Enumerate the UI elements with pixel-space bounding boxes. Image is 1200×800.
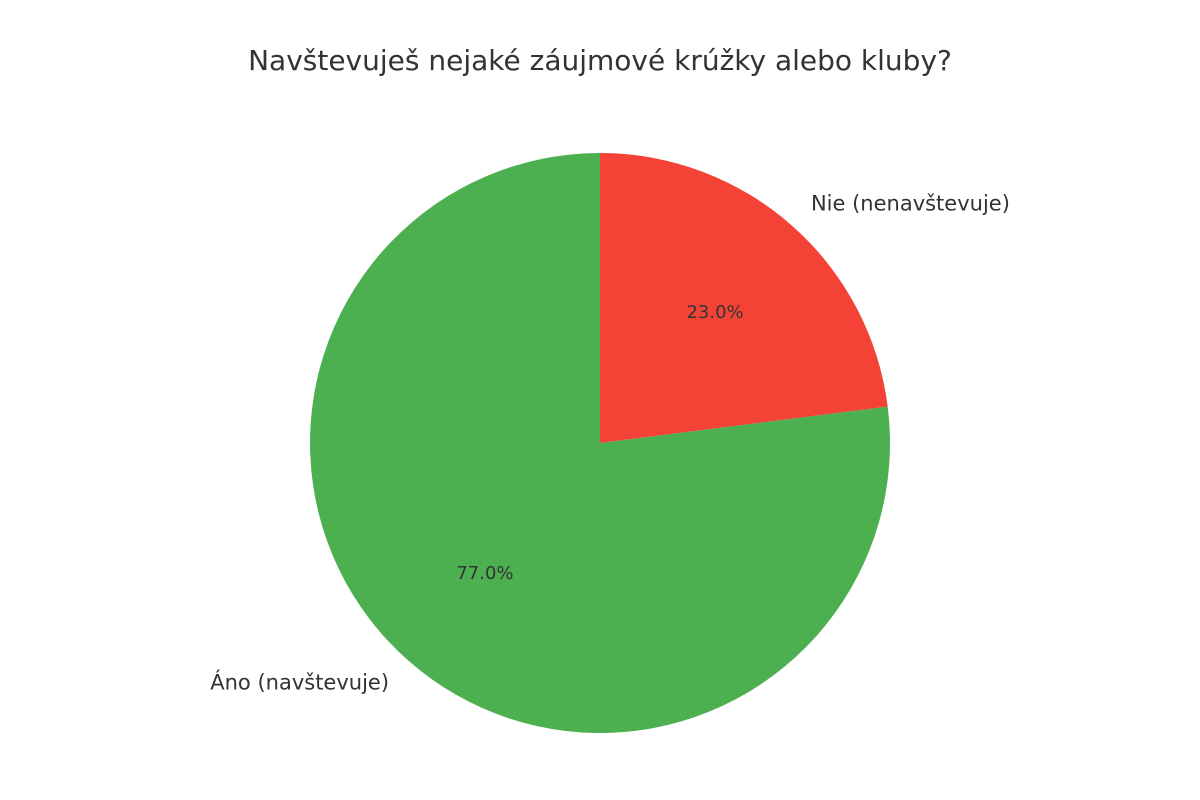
- slice-label: Nie (nenavštevuje): [811, 192, 1010, 216]
- pie-slice: [600, 153, 888, 443]
- pie-slices: [310, 153, 890, 733]
- pie-labels: Nie (nenavštevuje) 23.0% Áno (navštevuje) 7…: [210, 192, 1010, 695]
- chart-title: Navštevuješ nejaké záujmové krúžky alebo…: [248, 44, 952, 77]
- slice-percent-label: 23.0%: [686, 302, 743, 323]
- slice-percent-label: 77.0%: [456, 563, 513, 584]
- pie-slice: [310, 153, 890, 733]
- slice-label: Áno (navštevuje): [210, 669, 389, 694]
